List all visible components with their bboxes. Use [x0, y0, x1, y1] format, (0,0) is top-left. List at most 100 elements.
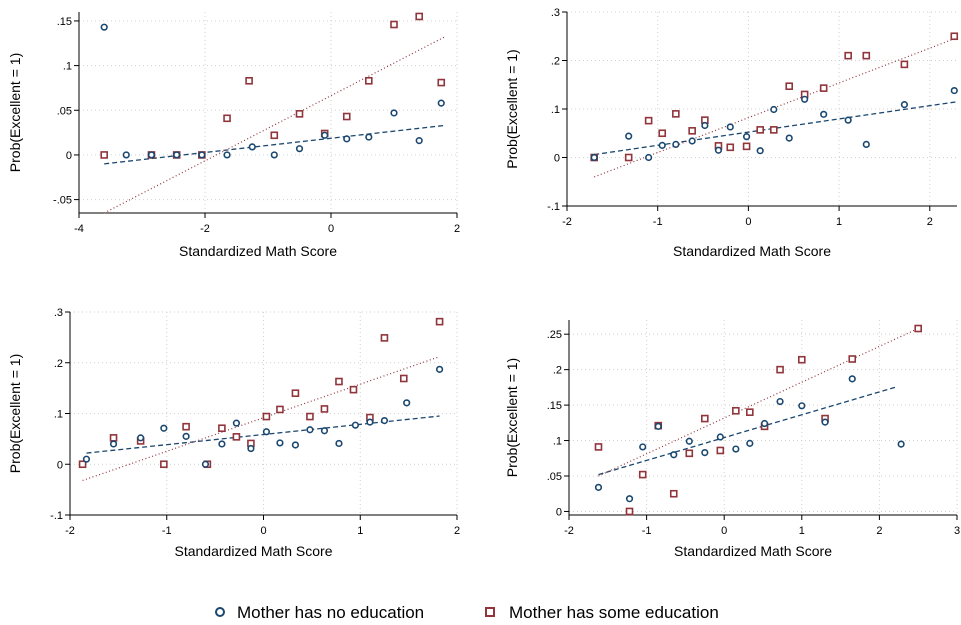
- data-point-some-education: [218, 424, 226, 433]
- data-point-some-education: [732, 406, 740, 415]
- data-point-no-education: [821, 418, 829, 426]
- y-tick-label: .05: [57, 105, 72, 117]
- data-point-no-education: [760, 419, 769, 428]
- data-point-some-education: [746, 408, 754, 416]
- data-point-no-education: [320, 427, 329, 435]
- y-tick-label: .15: [547, 400, 562, 412]
- x-tick-label: 1: [357, 525, 363, 537]
- data-point-no-education: [403, 399, 411, 407]
- data-point-no-education: [645, 153, 653, 162]
- x-tick-label: -2: [200, 223, 210, 235]
- x-axis-title: Standardized Math Score: [175, 543, 333, 559]
- x-tick-label: 2: [454, 525, 460, 537]
- data-point-some-education: [658, 129, 667, 138]
- data-point-some-education: [399, 374, 408, 383]
- fit-line-no-education: [86, 415, 440, 454]
- data-point-no-education: [625, 495, 634, 503]
- chart-panel-bottom-right: 0 .05 .1 .15 .2 .25 -2 -1 0 1 2 3 Standardized Math …: [504, 320, 960, 559]
- data-point-no-education: [701, 121, 709, 130]
- data-point-no-education: [776, 397, 784, 406]
- data-point-no-education: [218, 440, 226, 448]
- data-point-no-education: [688, 137, 696, 145]
- data-point-no-education: [670, 451, 678, 459]
- y-tick-label: .3: [54, 307, 63, 319]
- data-point-no-education: [785, 134, 793, 142]
- data-point-no-education: [160, 424, 168, 432]
- data-point-some-education: [776, 365, 784, 374]
- data-point-no-education: [848, 375, 856, 383]
- data-point-no-education: [270, 151, 278, 159]
- data-point-no-education: [732, 445, 740, 453]
- data-point-no-education: [295, 145, 304, 153]
- data-point-no-education: [122, 151, 130, 159]
- x-tick-label: 1: [836, 216, 842, 228]
- data-point-some-education: [688, 127, 696, 135]
- data-point-no-education: [262, 428, 271, 436]
- data-point-some-education: [295, 110, 304, 118]
- y-tick-label: 0: [57, 459, 63, 471]
- data-point-some-education: [726, 143, 735, 152]
- y-tick-label: .3: [551, 7, 560, 19]
- data-point-no-education: [232, 419, 241, 427]
- data-point-some-education: [669, 489, 678, 498]
- y-tick-label: -.1: [50, 510, 63, 522]
- data-point-no-education: [770, 105, 778, 114]
- data-point-no-education: [801, 95, 809, 103]
- data-point-some-education: [320, 405, 329, 413]
- legend-marker-no-education: [215, 607, 225, 617]
- data-point-no-education: [343, 135, 351, 143]
- data-point-no-education: [435, 365, 444, 373]
- data-point-some-education: [78, 460, 87, 469]
- data-point-some-education: [638, 470, 647, 479]
- data-point-no-education: [726, 123, 734, 131]
- y-tick-label: -.05: [53, 195, 72, 207]
- data-point-no-education: [716, 433, 724, 441]
- y-tick-label: .2: [54, 358, 63, 370]
- data-point-no-education: [321, 131, 329, 139]
- data-point-no-education: [82, 455, 91, 463]
- data-point-no-education: [366, 418, 374, 426]
- x-tick-label: -4: [74, 223, 84, 235]
- data-point-no-education: [365, 133, 373, 141]
- data-point-no-education: [701, 449, 709, 457]
- data-point-no-education: [137, 434, 145, 442]
- data-point-some-education: [182, 422, 190, 431]
- x-tick-label: -2: [65, 525, 75, 537]
- fit-line-some-education: [103, 36, 445, 214]
- data-point-no-education: [247, 444, 255, 453]
- x-tick-label: 0: [745, 216, 751, 228]
- data-point-no-education: [594, 483, 603, 491]
- data-point-no-education: [415, 137, 423, 145]
- data-point-no-education: [742, 133, 751, 141]
- x-tick-label: -2: [564, 525, 574, 537]
- data-point-some-education: [900, 60, 909, 69]
- data-point-no-education: [380, 417, 389, 425]
- y-tick-label: .05: [547, 471, 562, 483]
- x-tick-label: 0: [721, 525, 727, 537]
- y-tick-label: 0: [556, 506, 562, 518]
- y-tick-label: .25: [547, 329, 562, 341]
- data-point-no-education: [950, 86, 958, 95]
- fit-line-no-education: [104, 124, 445, 165]
- data-point-some-education: [716, 446, 725, 455]
- data-point-some-education: [380, 334, 389, 342]
- data-point-no-education: [198, 151, 206, 159]
- data-point-some-education: [685, 449, 694, 458]
- fit-line-no-education: [594, 101, 958, 156]
- data-point-some-education: [769, 126, 778, 134]
- data-point-no-education: [820, 110, 828, 118]
- legend: Mother has no education Mother has some …: [215, 603, 719, 622]
- y-tick-label: .2: [553, 365, 562, 377]
- x-tick-label: 3: [954, 525, 960, 537]
- data-point-no-education: [625, 132, 633, 140]
- data-point-no-education: [390, 109, 398, 117]
- data-point-some-education: [291, 389, 300, 398]
- legend-label-no-education: Mother has no education: [237, 603, 424, 622]
- data-point-no-education: [900, 101, 908, 109]
- data-point-some-education: [625, 507, 634, 516]
- data-point-some-education: [100, 151, 108, 159]
- data-point-no-education: [248, 143, 256, 151]
- data-point-some-education: [270, 131, 279, 140]
- data-point-no-education: [335, 439, 343, 448]
- data-point-no-education: [897, 440, 905, 448]
